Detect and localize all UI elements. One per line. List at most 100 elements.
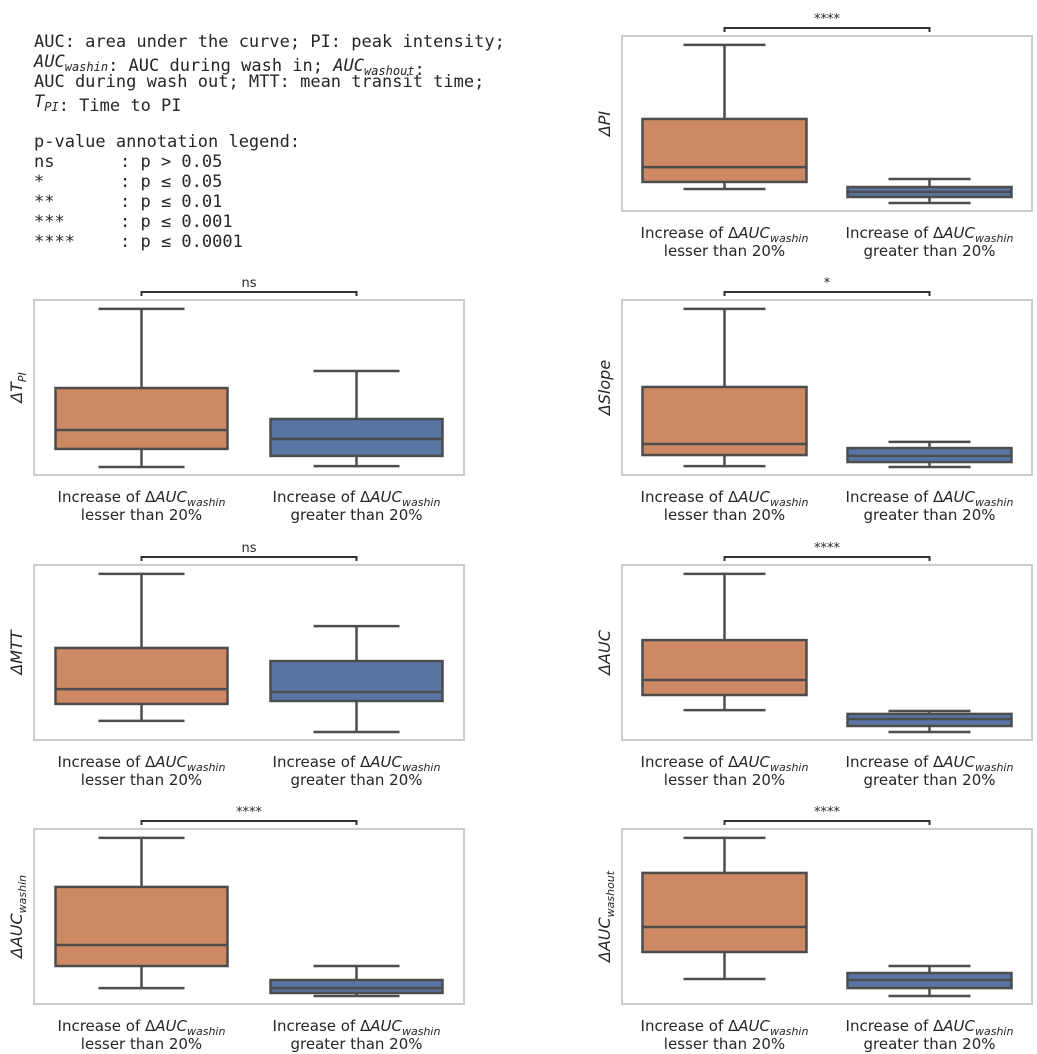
axes-frame bbox=[33, 564, 465, 741]
box bbox=[641, 638, 808, 697]
legend-condition: : p ≤ 0.01 bbox=[120, 192, 222, 212]
box bbox=[269, 978, 444, 995]
text-part: AUC bbox=[737, 1017, 770, 1035]
significance-label: **** bbox=[814, 805, 841, 820]
x-tick-label: lesser than 20% bbox=[81, 506, 202, 524]
text-part: : bbox=[415, 60, 425, 80]
subscript: washin bbox=[65, 60, 108, 74]
box bbox=[269, 417, 444, 458]
definition-line: AUC during wash out; MTT: mean transit t… bbox=[34, 72, 484, 92]
significance-label: ns bbox=[241, 276, 256, 291]
significance-label: ns bbox=[241, 541, 256, 556]
subscript: washin bbox=[975, 761, 1013, 774]
x-tick-label: Increase of ΔAUCwashin bbox=[641, 488, 809, 509]
y-axis-label: ΔPI bbox=[595, 111, 614, 139]
legend-symbol: ** bbox=[34, 192, 54, 212]
text-part: ΔAUC bbox=[7, 913, 26, 961]
text-part: T bbox=[34, 92, 46, 112]
text-part: : Time to PI bbox=[59, 96, 182, 116]
text-part: AUC bbox=[942, 488, 975, 506]
y-axis-label: ΔTPI bbox=[7, 372, 29, 405]
x-tick-label: greater than 20% bbox=[863, 506, 995, 524]
significance-bracket bbox=[140, 291, 358, 296]
subscript: washin bbox=[770, 232, 808, 245]
box bbox=[641, 871, 808, 954]
text-part: Increase of Δ bbox=[846, 753, 944, 771]
y-axis-label: ΔSlope bbox=[595, 360, 614, 417]
subscript: washout bbox=[604, 870, 617, 917]
definition-line: AUCwashin: AUC during wash in; AUCwashou… bbox=[33, 52, 425, 80]
x-tick-label: Increase of ΔAUCwashin bbox=[846, 488, 1014, 509]
significance-label: * bbox=[824, 276, 831, 291]
text-part: Increase of Δ bbox=[641, 224, 739, 242]
x-tick-label: Increase of ΔAUCwashin bbox=[273, 488, 441, 509]
subscript: PI bbox=[16, 372, 29, 382]
significance-bracket bbox=[140, 556, 358, 561]
x-tick-label: lesser than 20% bbox=[664, 1035, 785, 1053]
x-tick-label: greater than 20% bbox=[863, 1035, 995, 1053]
text-part: Increase of Δ bbox=[846, 224, 944, 242]
significance-label: **** bbox=[236, 805, 263, 820]
x-tick-label: Increase of ΔAUCwashin bbox=[846, 753, 1014, 774]
x-tick-label: Increase of ΔAUCwashin bbox=[641, 224, 809, 245]
x-tick-label: lesser than 20% bbox=[664, 506, 785, 524]
subscript: washin bbox=[187, 761, 225, 774]
x-tick-label: Increase of ΔAUCwashin bbox=[273, 1017, 441, 1038]
box bbox=[641, 117, 808, 184]
x-tick-label: Increase of ΔAUCwashin bbox=[58, 1017, 226, 1038]
text-part: AUC bbox=[942, 224, 975, 242]
x-tick-label: lesser than 20% bbox=[664, 242, 785, 260]
text-part: Increase of Δ bbox=[846, 488, 944, 506]
x-tick-label: lesser than 20% bbox=[81, 771, 202, 789]
x-tick-label: Increase of ΔAUCwashin bbox=[58, 488, 226, 509]
significance-bracket bbox=[723, 291, 931, 296]
text-part: AUC during wash out; MTT: mean transit t… bbox=[34, 72, 484, 92]
axes-frame bbox=[621, 564, 1033, 741]
subscript: washin bbox=[770, 761, 808, 774]
subscript: washin bbox=[402, 496, 440, 509]
text-part: AUC bbox=[369, 753, 402, 771]
subscript: PI bbox=[44, 100, 58, 114]
text-part: ΔPI bbox=[595, 111, 614, 139]
legend-title: p-value annotation legend: bbox=[34, 132, 300, 152]
x-tick-label: Increase of ΔAUCwashin bbox=[846, 224, 1014, 245]
y-axis-label: ΔMTT bbox=[7, 629, 26, 677]
significance-label: **** bbox=[814, 541, 841, 556]
text-part: Increase of Δ bbox=[273, 488, 371, 506]
box bbox=[54, 646, 229, 706]
significance-bracket bbox=[723, 556, 931, 561]
x-tick-label: greater than 20% bbox=[290, 771, 422, 789]
significance-label: **** bbox=[814, 12, 841, 27]
text-part: AUC bbox=[369, 1017, 402, 1035]
text-part: Increase of Δ bbox=[641, 753, 739, 771]
subscript: washin bbox=[402, 1025, 440, 1038]
box bbox=[54, 386, 229, 451]
x-tick-label: Increase of ΔAUCwashin bbox=[273, 753, 441, 774]
subscript: washin bbox=[975, 232, 1013, 245]
text-part: AUC bbox=[154, 488, 187, 506]
text-part: ΔT bbox=[7, 381, 26, 405]
text-part: ΔAUC bbox=[595, 629, 614, 677]
subscript: washin bbox=[770, 1025, 808, 1038]
legend-condition: : p ≤ 0.001 bbox=[120, 212, 233, 232]
text-part: : AUC during wash in; bbox=[108, 56, 333, 76]
axes-frame bbox=[621, 299, 1033, 476]
axes-frame bbox=[621, 35, 1033, 212]
text-part: AUC: area under the curve; PI: peak inte… bbox=[34, 32, 505, 52]
x-tick-label: greater than 20% bbox=[290, 506, 422, 524]
text-part: Increase of Δ bbox=[846, 1017, 944, 1035]
x-tick-label: Increase of ΔAUCwashin bbox=[58, 753, 226, 774]
subscript: washin bbox=[187, 496, 225, 509]
subscript: washout bbox=[364, 64, 415, 78]
subscript: washin bbox=[402, 761, 440, 774]
box bbox=[54, 885, 229, 968]
text-part: AUC bbox=[369, 488, 402, 506]
x-tick-label: lesser than 20% bbox=[81, 1035, 202, 1053]
axes-frame bbox=[621, 828, 1033, 1005]
text-part: Increase of Δ bbox=[58, 753, 156, 771]
subscript: washin bbox=[770, 496, 808, 509]
legend-symbol: **** bbox=[34, 232, 75, 252]
text-part: ΔAUC bbox=[595, 917, 614, 965]
definition-line: AUC: area under the curve; PI: peak inte… bbox=[34, 32, 505, 52]
